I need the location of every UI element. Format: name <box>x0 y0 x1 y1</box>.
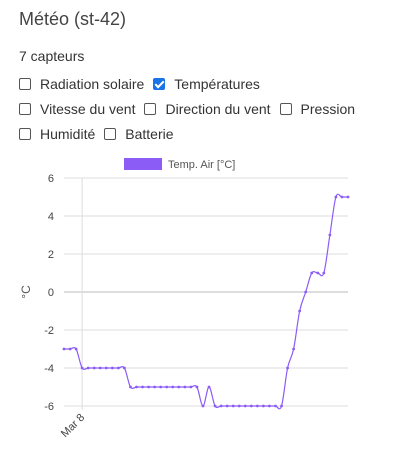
x-tick-label: Mar 8 <box>59 412 87 440</box>
temperature-chart-svg: Temp. Air [°C] 6 4 2 0 -2 -4 -6 Mar 8 °C <box>19 158 350 440</box>
data-point <box>159 385 163 389</box>
station-title: Météo (st-42) <box>19 9 127 29</box>
checkbox-label: Pression <box>300 101 356 117</box>
data-point <box>74 347 78 351</box>
legend-swatch <box>124 158 162 170</box>
sensor-row-2: Vitesse du vent Direction du vent Pressi… <box>19 100 364 118</box>
data-point <box>165 385 169 389</box>
data-point <box>334 195 338 199</box>
data-point <box>310 271 314 275</box>
y-tick-label: -2 <box>44 325 54 337</box>
sensor-row-1: Radiation solaire Températures <box>19 75 269 93</box>
checkbox-humidite[interactable] <box>19 128 31 140</box>
data-point <box>195 385 199 389</box>
data-point <box>171 385 175 389</box>
data-point <box>213 404 217 408</box>
sensor-toggle-vitesse-du-vent[interactable]: Vitesse du vent <box>19 101 135 117</box>
data-point <box>104 366 108 370</box>
data-point <box>92 366 96 370</box>
y-tick-label: 4 <box>48 211 54 223</box>
data-point <box>189 385 193 389</box>
data-point <box>249 404 253 408</box>
data-point <box>147 385 150 389</box>
data-point <box>268 404 271 408</box>
checkbox-label: Températures <box>174 76 260 92</box>
data-point <box>322 271 326 275</box>
data-point <box>207 385 211 389</box>
series-points <box>62 195 350 408</box>
data-point <box>316 271 320 275</box>
data-point <box>225 404 229 408</box>
y-tick-label: -6 <box>44 401 54 413</box>
y-axis-label: °C <box>19 285 33 299</box>
sensor-toggle-direction-du-vent[interactable]: Direction du vent <box>144 101 271 117</box>
checkbox-label: Radiation solaire <box>40 76 145 92</box>
y-tick-label: 2 <box>48 249 54 261</box>
data-point <box>80 366 84 370</box>
data-point <box>123 366 126 370</box>
data-point <box>255 404 259 408</box>
data-point <box>183 385 187 389</box>
data-point <box>153 385 157 389</box>
data-point <box>243 404 247 408</box>
data-point <box>141 385 144 389</box>
data-point <box>62 347 66 351</box>
x-axis-ticks: Mar 8 <box>59 412 87 440</box>
data-point <box>304 290 308 294</box>
sensor-toggle-pression[interactable]: Pression <box>279 101 356 117</box>
checkbox-label: Batterie <box>125 126 174 142</box>
sensor-toggle-batterie[interactable]: Batterie <box>104 126 174 142</box>
data-point <box>98 366 102 370</box>
data-point <box>219 404 223 408</box>
data-point <box>328 233 332 237</box>
y-tick-label: -4 <box>44 363 54 375</box>
data-point <box>346 195 350 199</box>
checkbox-label: Humidité <box>40 126 96 142</box>
y-tick-label: 6 <box>48 173 54 185</box>
data-point <box>286 366 289 370</box>
data-point <box>340 195 344 199</box>
y-tick-label: 0 <box>48 287 54 299</box>
series-line-temp-air <box>64 193 348 410</box>
data-point <box>129 385 132 389</box>
checkbox-pression[interactable] <box>279 103 292 115</box>
temperature-chart: Temp. Air [°C] 6 4 2 0 -2 -4 -6 Mar 8 °C <box>0 150 400 455</box>
checkbox-label: Vitesse du vent <box>40 101 136 117</box>
data-point <box>86 366 90 370</box>
data-point <box>116 366 120 370</box>
data-point <box>274 404 277 408</box>
y-axis-ticks: 6 4 2 0 -2 -4 -6 <box>44 173 54 413</box>
data-point <box>298 309 302 313</box>
checkbox-direction-du-vent[interactable] <box>144 103 157 115</box>
sensor-row-3: Humidité Batterie <box>19 125 183 143</box>
checkbox-temperatures[interactable] <box>153 78 166 90</box>
checkbox-vitesse-du-vent[interactable] <box>19 103 31 115</box>
data-point <box>237 404 241 408</box>
data-point <box>201 404 205 408</box>
data-point <box>110 366 114 370</box>
data-point <box>262 404 265 408</box>
checkbox-batterie[interactable] <box>104 128 117 140</box>
data-point <box>68 347 72 351</box>
sensor-count: 7 capteurs <box>19 48 85 64</box>
data-point <box>280 404 283 408</box>
sensor-toggle-humidite[interactable]: Humidité <box>19 126 95 142</box>
checkbox-radiation-solaire[interactable] <box>19 78 31 90</box>
legend-label: Temp. Air [°C] <box>168 159 235 171</box>
sensor-toggle-temperatures[interactable]: Températures <box>153 76 260 92</box>
data-point <box>231 404 235 408</box>
checkbox-label: Direction du vent <box>165 101 271 117</box>
chart-legend[interactable]: Temp. Air [°C] <box>124 158 235 171</box>
data-point <box>292 347 296 351</box>
sensor-toggle-radiation-solaire[interactable]: Radiation solaire <box>19 76 144 92</box>
data-point <box>135 385 138 389</box>
data-point <box>177 385 181 389</box>
